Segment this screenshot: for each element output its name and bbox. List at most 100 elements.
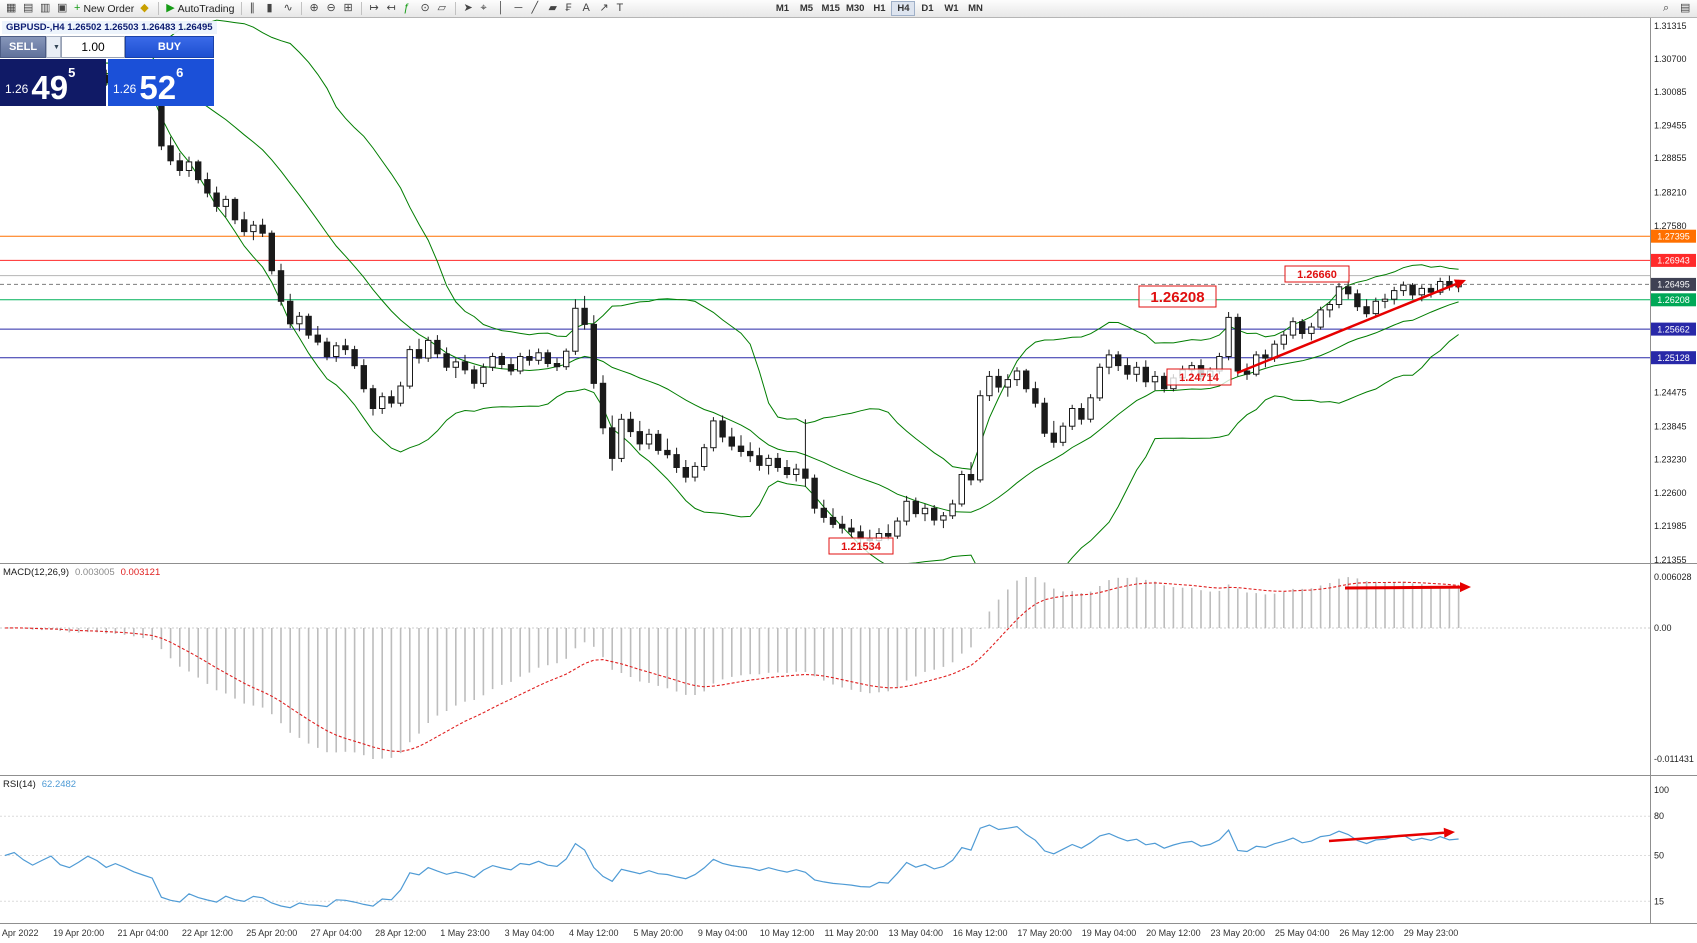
price-tick: 1.31315 — [1654, 21, 1687, 31]
volume-input[interactable] — [61, 36, 125, 58]
docs-icon[interactable]: ▤ — [1677, 1, 1694, 17]
candle-body — [627, 418, 634, 433]
timeframe-h1[interactable]: H1 — [867, 1, 891, 16]
price-annotation-box[interactable] — [1284, 265, 1350, 283]
timeframe-w1[interactable]: W1 — [939, 1, 963, 16]
arrows-icon[interactable]: ↗ — [596, 1, 613, 17]
candle-body — [1437, 281, 1444, 293]
trend-arrow[interactable] — [1236, 282, 1457, 375]
candle-body — [397, 385, 404, 404]
data-window-icon[interactable]: ▣ — [54, 1, 71, 17]
cursor-icon[interactable]: ➤ — [460, 1, 477, 17]
price-annotation-box[interactable] — [828, 537, 894, 555]
zoom-out-icon[interactable]: ⊖ — [323, 1, 340, 17]
timeframe-m15[interactable]: M15 — [818, 1, 842, 16]
candle-body — [1078, 408, 1085, 420]
periods-dropdown-icon: ⊙ — [420, 2, 430, 14]
zoom-in-icon[interactable]: ⊕ — [306, 1, 323, 17]
candle-body — [268, 232, 276, 272]
candlestick-chart-icon[interactable]: ▮ — [263, 1, 280, 17]
timeframe-h4[interactable]: H4 — [891, 1, 916, 16]
sell-price-display[interactable]: 1.26 49 5 — [0, 59, 106, 106]
bar-chart-icon: ∥ — [249, 2, 255, 14]
candle-body — [461, 361, 469, 371]
time-label: 9 May 04:00 — [697, 928, 748, 938]
candle-body — [277, 270, 285, 302]
crosshair-icon[interactable]: ⌖ — [477, 1, 494, 17]
tile-windows-icon[interactable]: ⊞ — [340, 1, 357, 17]
candle-body — [241, 219, 248, 233]
candle-body — [489, 356, 496, 368]
candle-body — [1326, 304, 1333, 311]
sell-price-point: 5 — [68, 65, 76, 80]
trend-arrow[interactable] — [1344, 585, 1461, 590]
new-chart-icon[interactable]: ▦ — [3, 1, 20, 17]
vertical-line-icon[interactable]: │ — [494, 1, 511, 17]
periods-dropdown-icon[interactable]: ⊙ — [417, 1, 434, 17]
buy-button[interactable]: BUY — [125, 36, 214, 58]
price-annotation-box[interactable] — [1138, 285, 1217, 308]
candle-body — [1308, 326, 1315, 334]
candle-body — [1124, 365, 1131, 375]
candle-body — [1243, 370, 1251, 375]
autotrading-icon: ▶ — [166, 2, 175, 14]
timeframe-mn[interactable]: MN — [963, 1, 987, 16]
macd-axis-tick: 0.006028 — [1654, 572, 1692, 582]
candle-body — [231, 198, 239, 221]
profiles-icon[interactable]: ▤ — [20, 1, 37, 17]
chart-shift-icon[interactable]: ↤ — [383, 1, 400, 17]
line-chart-icon: ∿ — [283, 2, 293, 14]
candle-body — [802, 468, 809, 479]
price-tick: 1.23230 — [1654, 454, 1687, 464]
timeframe-m1[interactable]: M1 — [770, 1, 794, 16]
candle-body — [1050, 432, 1057, 443]
horizontal-line-icon[interactable]: ─ — [511, 1, 528, 17]
line-chart-icon[interactable]: ∿ — [280, 1, 297, 17]
label-icon[interactable]: T — [613, 1, 630, 17]
volume-dropdown-button[interactable]: ▼ — [46, 36, 61, 58]
candle-body — [820, 507, 827, 518]
trendline-icon[interactable]: ╱ — [528, 1, 545, 17]
indicators-icon[interactable]: ƒ — [400, 1, 417, 17]
candle-body — [195, 161, 202, 181]
one-click-price-row: 1.26 49 5 1.26 52 6 — [0, 59, 214, 106]
search-icon[interactable]: ⌕ — [1660, 1, 1677, 17]
candle-body — [636, 431, 643, 445]
autotrading-button[interactable]: ▶ AutoTrading — [163, 1, 237, 17]
auto-scroll-icon[interactable]: ↦ — [366, 1, 383, 17]
candle-body — [1427, 287, 1435, 293]
timeframe-d1[interactable]: D1 — [915, 1, 939, 16]
market-watch-icon[interactable]: ▥ — [37, 1, 54, 17]
trend-arrow[interactable] — [1328, 831, 1445, 843]
horizontal-levels — [0, 235, 1650, 359]
candle-body — [691, 465, 699, 478]
candle-body — [1096, 366, 1103, 399]
time-label: 11 May 20:00 — [824, 928, 879, 938]
timeframe-m30[interactable]: M30 — [843, 1, 867, 16]
candle-body — [682, 467, 689, 478]
metaeditor-icon[interactable]: ◆ — [137, 1, 154, 17]
buy-price-display[interactable]: 1.26 52 6 — [108, 59, 214, 106]
candle-body — [719, 420, 726, 438]
templates-icon[interactable]: ▱ — [434, 1, 451, 17]
candle-body — [452, 361, 460, 368]
candle-body — [167, 145, 174, 162]
new-order-button[interactable]: + New Order — [71, 1, 137, 17]
candle-body — [921, 507, 929, 515]
text-icon[interactable]: A — [579, 1, 596, 17]
candle-body — [434, 339, 441, 355]
candle-body — [728, 436, 735, 447]
bar-chart-icon[interactable]: ∥ — [246, 1, 263, 17]
candle-body — [1289, 321, 1297, 336]
price-tick: 1.28855 — [1654, 153, 1687, 163]
macd-axis-tick: -0.011431 — [1654, 754, 1694, 764]
channel-icon[interactable]: ▰ — [545, 1, 562, 17]
candle-body — [572, 307, 579, 352]
price-axis[interactable]: 1.31315 1.30700 1.30085 1.29455 1.28855 1.282… — [1651, 21, 1696, 563]
price-annotation-box[interactable] — [1166, 368, 1232, 386]
timeframe-m5[interactable]: M5 — [794, 1, 818, 16]
sell-button[interactable]: SELL — [0, 36, 46, 58]
candlestick-series — [1, 59, 1462, 551]
fibonacci-icon[interactable]: ₣ — [562, 1, 579, 17]
time-axis[interactable]: 18 Apr 2022 19 Apr 20:00 21 Apr 04:00 22 Ap… — [0, 923, 1697, 943]
